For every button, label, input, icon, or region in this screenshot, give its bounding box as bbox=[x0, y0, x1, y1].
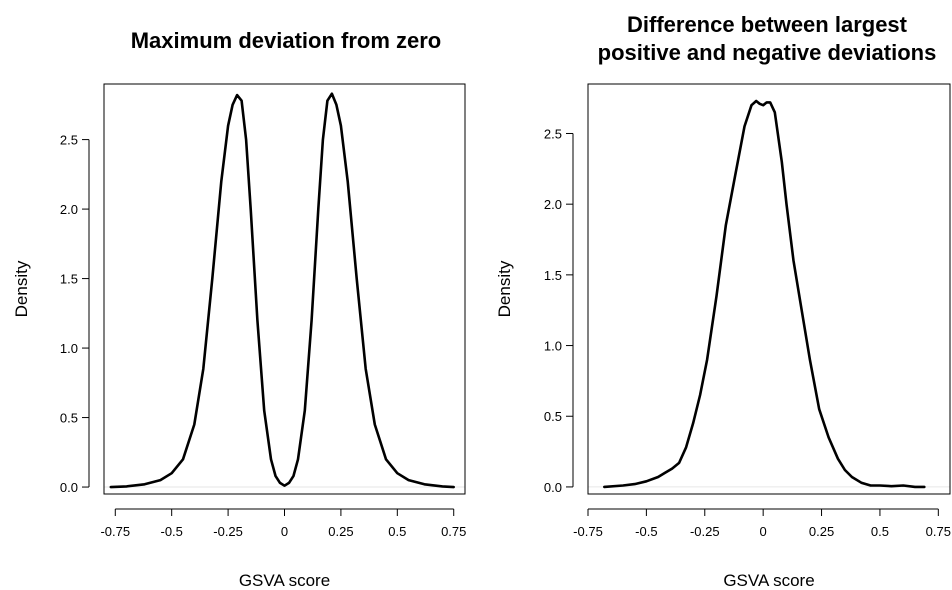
x-tick-label: -0.25 bbox=[690, 524, 720, 539]
x-tick-label: -0.5 bbox=[635, 524, 657, 539]
y-tick-label: 2.0 bbox=[60, 202, 78, 217]
y-tick-label: 2.0 bbox=[544, 197, 562, 212]
left-density-panel: Maximum deviation from zero -0.75 -0.5 -0.2… bbox=[12, 28, 466, 590]
x-tick-label: 0 bbox=[760, 524, 767, 539]
y-tick-label: 0.5 bbox=[60, 411, 78, 426]
x-tick-label: -0.25 bbox=[213, 524, 243, 539]
y-tick-label: 1.5 bbox=[60, 272, 78, 287]
x-tick-label: 0.25 bbox=[809, 524, 834, 539]
y-tick-label: 0.0 bbox=[544, 480, 562, 495]
x-tick-label: -0.75 bbox=[100, 524, 130, 539]
x-tick-label: -0.5 bbox=[160, 524, 182, 539]
chart-title-line: Maximum deviation from zero bbox=[131, 28, 442, 53]
chart-title-line: positive and negative deviations bbox=[598, 40, 937, 65]
x-tick-label: 0.75 bbox=[441, 524, 466, 539]
x-axis-label: GSVA score bbox=[239, 571, 330, 590]
y-tick-label: 0.5 bbox=[544, 409, 562, 424]
y-tick-label: 1.0 bbox=[60, 341, 78, 356]
x-tick-label: 0.75 bbox=[926, 524, 951, 539]
y-tick-label: 1.5 bbox=[544, 268, 562, 283]
x-tick-label: -0.75 bbox=[573, 524, 603, 539]
x-tick-label: 0.5 bbox=[388, 524, 406, 539]
plot-frame bbox=[103, 83, 466, 495]
y-tick-label: 2.5 bbox=[544, 126, 562, 141]
y-tick-label: 2.5 bbox=[60, 133, 78, 148]
y-tick-label: 1.0 bbox=[544, 339, 562, 354]
x-axis-label: GSVA score bbox=[723, 571, 814, 590]
density-curve bbox=[109, 92, 455, 489]
plot-frame bbox=[587, 83, 951, 495]
y-axis-label: Density bbox=[495, 260, 514, 317]
density-curve bbox=[603, 99, 926, 489]
y-axis-label: Density bbox=[12, 260, 31, 317]
x-tick-label: 0.25 bbox=[328, 524, 353, 539]
chart-title-line: Difference between largest bbox=[627, 12, 908, 37]
x-tick-label: 0 bbox=[281, 524, 288, 539]
y-tick-label: 0.0 bbox=[60, 480, 78, 495]
right-density-panel: Difference between largest positive and n… bbox=[495, 12, 951, 590]
x-tick-label: 0.5 bbox=[871, 524, 889, 539]
